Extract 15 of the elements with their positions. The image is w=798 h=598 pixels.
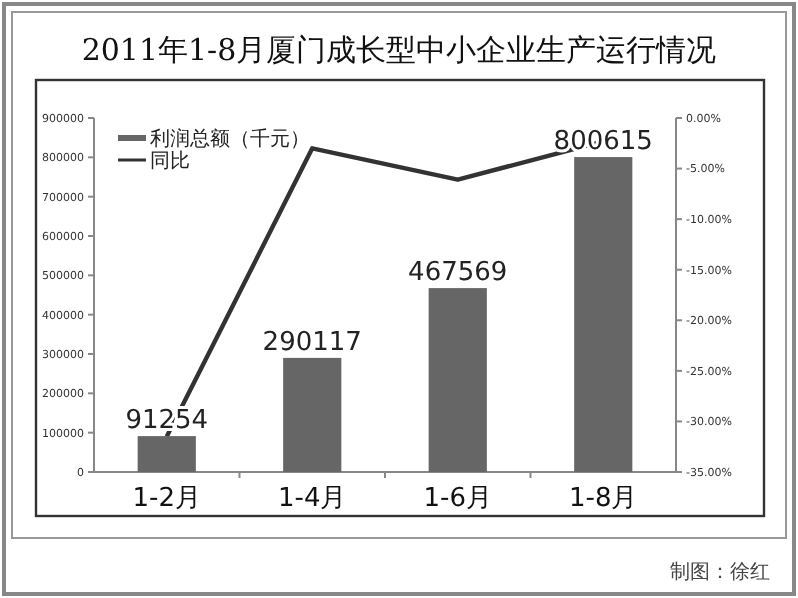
chart-title: 2011年1-8月厦门成长型中小企业生产运行情况 [81,32,717,68]
x-tick-label: 1-4月 [278,484,347,514]
legend-label: 同比 [150,149,190,173]
x-tick-label: 1-6月 [423,484,492,514]
text: 制图：徐红 [670,560,770,584]
data-label: 800615 [553,127,653,158]
bar [574,157,633,472]
legend-label: 利润总额（千元） [150,127,310,151]
bar [137,436,196,472]
data-label: 467569 [408,258,508,289]
bar [283,357,342,472]
data-label: 290117 [262,327,362,358]
x-tick-label: 1-8月 [569,484,638,514]
bar [428,288,487,472]
x-tick-label: 1-2月 [132,484,201,514]
